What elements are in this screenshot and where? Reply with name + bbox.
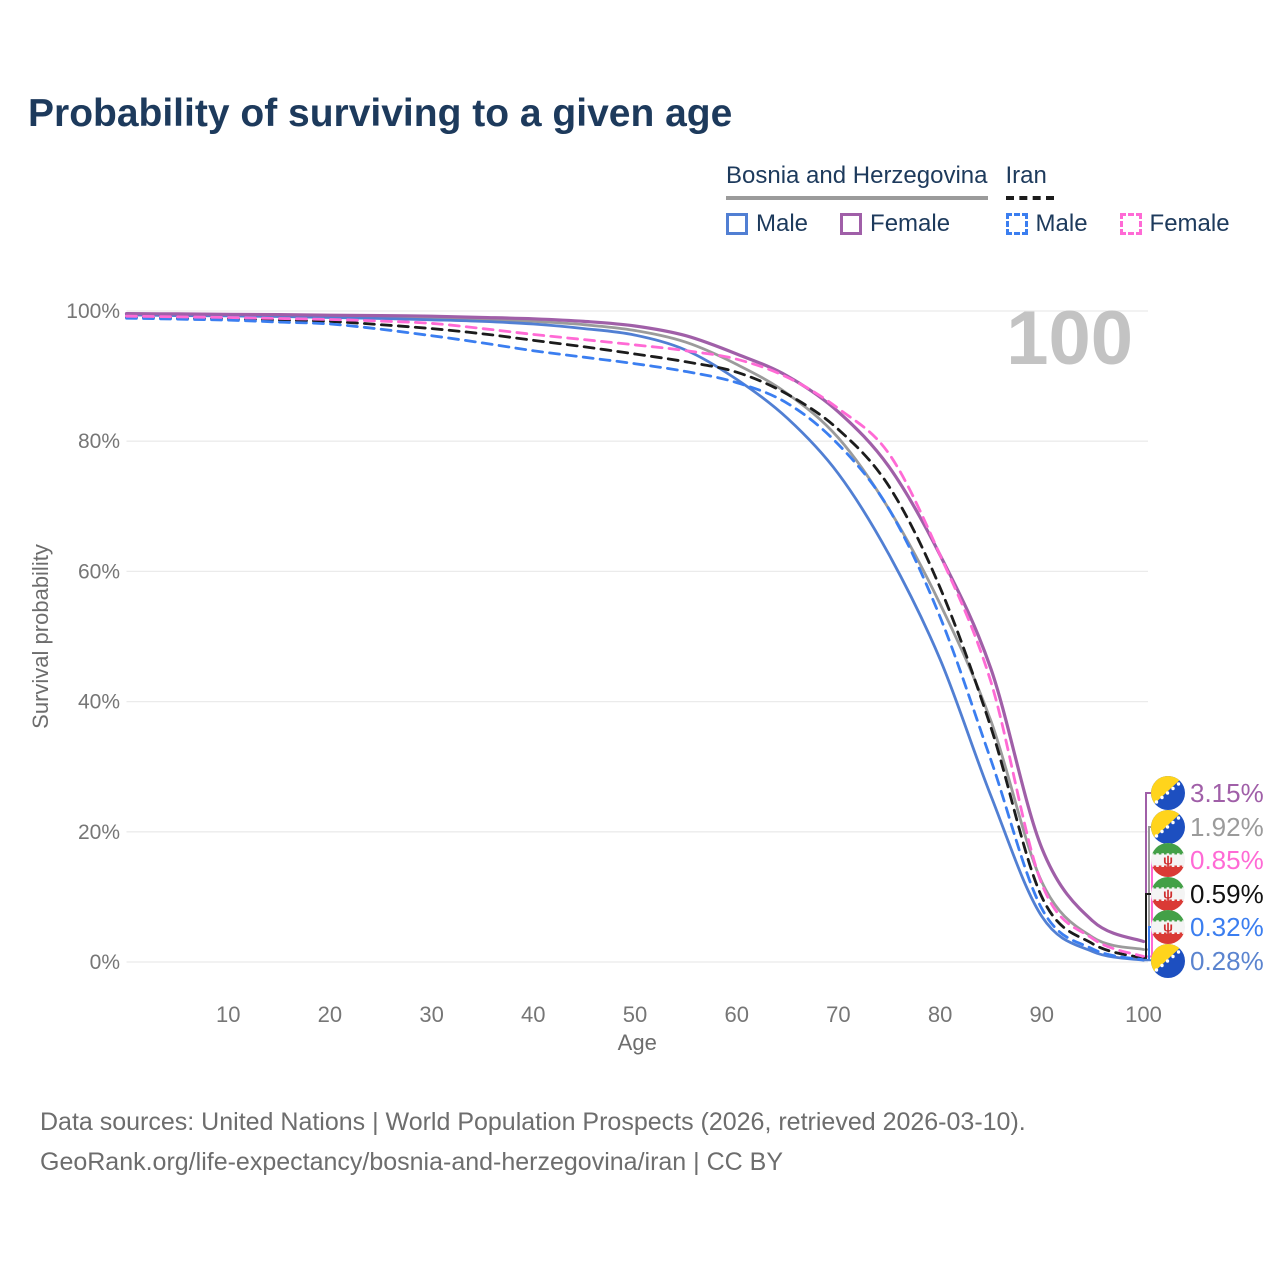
x-tick-label: 80: [928, 1002, 952, 1027]
end-value-label-iran-both: 0.59%: [1190, 879, 1264, 909]
legend-swatch-iran-female[interactable]: [1119, 213, 1142, 235]
y-axis-title: Survival probability: [28, 544, 53, 729]
legend-label: Female: [1149, 210, 1230, 237]
end-value-label-iran-male: 0.32%: [1190, 912, 1264, 942]
end-value-label-bosnia-and-herzegovina-male: 0.28%: [1190, 946, 1264, 976]
flag-icon-iran: ψ: [1151, 910, 1185, 944]
end-value-label-bosnia-and-herzegovina-both: 1.92%: [1190, 812, 1264, 842]
flag-icon-iran: ψ: [1151, 843, 1185, 877]
flag-icon-bosnia-and-herzegovina: [1151, 776, 1185, 810]
y-tick-label: 60%: [78, 560, 120, 583]
legend-item-iran-male[interactable]: Male: [1005, 210, 1088, 238]
end-label-connector-iran-both: [1143, 893, 1153, 960]
x-tick-label: 10: [216, 1002, 240, 1027]
legend-group-bosnia-underline: [726, 196, 988, 200]
x-tick-label: 70: [826, 1002, 850, 1027]
age-counter-watermark: 100: [1006, 296, 1133, 381]
x-axis-title: Age: [618, 1030, 657, 1055]
legend-label: Male: [1035, 210, 1088, 237]
svg-text:ψ: ψ: [1163, 887, 1173, 902]
flag-icon-bosnia-and-herzegovina: [1151, 944, 1185, 978]
legend-group-bosnia-title[interactable]: Bosnia and Herzegovina: [726, 162, 988, 189]
y-tick-label: 80%: [78, 430, 120, 453]
end-value-label-iran-female: 0.85%: [1190, 845, 1264, 875]
curve-bosnia-and-herzegovina-male[interactable]: [125, 313, 1145, 962]
legend: Bosnia and Herzegovina Male Female Iran: [726, 162, 1230, 238]
legend-label: Male: [756, 210, 809, 237]
x-tick-label: 50: [623, 1002, 647, 1027]
legend-swatch-bosnia-male[interactable]: [726, 213, 748, 235]
legend-label: Female: [870, 210, 951, 237]
legend-item-iran-female[interactable]: Female: [1119, 210, 1230, 238]
flag-icon-bosnia-and-herzegovina: [1151, 810, 1185, 844]
y-tick-label: 0%: [90, 951, 120, 974]
svg-text:ψ: ψ: [1163, 920, 1173, 935]
y-tick-label: 20%: [78, 821, 120, 844]
legend-group-iran-underline: [1005, 196, 1054, 200]
curve-iran-both[interactable]: [125, 315, 1145, 960]
curve-iran-male[interactable]: [125, 316, 1145, 962]
legend-group-iran-title[interactable]: Iran: [1005, 162, 1047, 189]
svg-text:ψ: ψ: [1163, 853, 1173, 868]
curve-bosnia-and-herzegovina-both[interactable]: [125, 312, 1145, 951]
x-tick-label: 40: [521, 1002, 545, 1027]
legend-group-iran: Iran Male Female: [1005, 162, 1230, 238]
x-tick-label: 30: [419, 1002, 443, 1027]
x-tick-label: 20: [318, 1002, 342, 1027]
x-tick-label: 90: [1030, 1002, 1054, 1027]
end-label-connector-bosnia-and-herzegovina-female: [1143, 792, 1153, 943]
end-value-label-bosnia-and-herzegovina-female: 3.15%: [1190, 778, 1264, 808]
x-tick-label: 60: [724, 1002, 748, 1027]
legend-item-bosnia-male[interactable]: Male: [726, 210, 808, 238]
legend-swatch-iran-male[interactable]: [1005, 213, 1028, 235]
legend-swatch-bosnia-female[interactable]: [840, 213, 863, 235]
attribution-link: GeoRank.org/life-expectancy/bosnia-and-h…: [40, 1148, 783, 1176]
data-sources-text: Data sources: United Nations | World Pop…: [40, 1108, 1026, 1136]
flag-icon-iran: ψ: [1151, 877, 1185, 911]
y-tick-label: 40%: [78, 691, 120, 714]
curve-bosnia-and-herzegovina-female[interactable]: [124, 312, 1146, 944]
legend-group-bosnia: Bosnia and Herzegovina Male Female: [726, 162, 988, 238]
page-title: Probability of surviving to a given age: [28, 92, 733, 135]
x-tick-label: 100: [1125, 1002, 1162, 1027]
curve-iran-female[interactable]: [125, 314, 1145, 958]
legend-item-bosnia-female[interactable]: Female: [840, 210, 950, 238]
y-tick-label: 100%: [66, 300, 120, 323]
